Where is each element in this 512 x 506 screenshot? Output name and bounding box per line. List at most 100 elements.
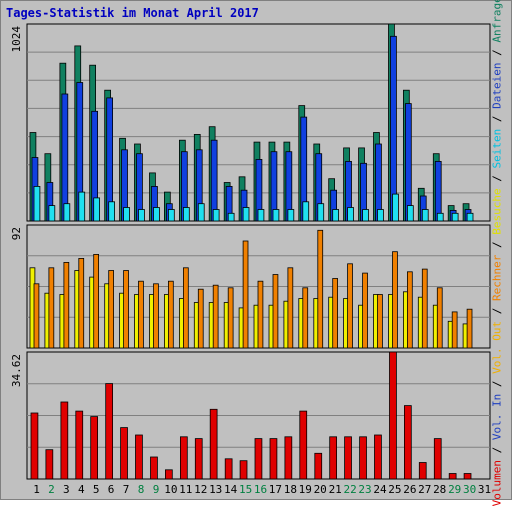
bar-seiten-day-21 bbox=[332, 209, 340, 222]
bar-volumen-day-20 bbox=[314, 452, 323, 480]
bar-volumen-day-2 bbox=[45, 449, 54, 480]
bar-volumen-day-3 bbox=[60, 401, 69, 480]
x-tick-label: 17 bbox=[269, 483, 282, 496]
bar-volumen-day-6 bbox=[105, 383, 113, 480]
x-tick-label: 27 bbox=[418, 483, 431, 496]
bar-dateien-day-28 bbox=[434, 160, 442, 222]
bar-seiten-day-23 bbox=[362, 209, 369, 222]
bar-rechner-day-10 bbox=[167, 280, 174, 349]
bar-rechner-day-12 bbox=[197, 288, 204, 349]
x-tick-label: 31 bbox=[478, 483, 491, 496]
bar-rechner-day-19 bbox=[302, 287, 309, 349]
bar-seiten-day-25 bbox=[392, 193, 399, 222]
legend-item-volumen: Volumen bbox=[490, 459, 504, 506]
bar-dateien-day-25 bbox=[390, 35, 397, 222]
bar-seiten-day-1 bbox=[33, 185, 41, 222]
x-tick-label: 28 bbox=[433, 483, 446, 496]
bar-seiten-day-30 bbox=[466, 212, 474, 222]
bar-seiten-day-3 bbox=[63, 203, 71, 222]
bar-volumen-day-30 bbox=[463, 473, 472, 480]
bar-volumen-day-5 bbox=[90, 416, 98, 480]
bar-volumen-day-19 bbox=[299, 410, 308, 480]
bar-seiten-day-8 bbox=[138, 209, 145, 222]
bar-seiten-day-13 bbox=[212, 209, 220, 222]
bar-volumen-day-1 bbox=[30, 412, 39, 480]
bar-rechner-day-26 bbox=[406, 271, 413, 349]
legend-separator: / bbox=[490, 234, 504, 255]
bar-rechner-day-22 bbox=[347, 263, 353, 349]
bar-seiten-day-20 bbox=[317, 203, 325, 222]
chart-title: Tages-Statistik im Monat April 2017 bbox=[6, 6, 259, 20]
bar-volumen-day-11 bbox=[179, 436, 188, 480]
legend-separator: / bbox=[490, 42, 504, 63]
bar-rechner-day-18 bbox=[287, 267, 294, 349]
legend-item-besuche: Besuche bbox=[490, 188, 504, 235]
legend-separator: / bbox=[490, 440, 504, 460]
bar-seiten-day-24 bbox=[377, 209, 384, 222]
x-tick-label: 15 bbox=[239, 483, 252, 496]
bar-volumen-day-29 bbox=[448, 473, 457, 480]
x-tick-label: 4 bbox=[78, 483, 85, 496]
legend-separator: / bbox=[490, 168, 504, 189]
bar-rechner-day-7 bbox=[123, 270, 129, 349]
bar-volumen-day-24 bbox=[374, 434, 382, 480]
bar-volumen-day-22 bbox=[344, 436, 352, 480]
bar-volumen-day-26 bbox=[403, 405, 412, 480]
bar-seiten-day-12 bbox=[197, 203, 205, 222]
bar-seiten-day-29 bbox=[451, 212, 459, 222]
legend-item-seiten: Seiten bbox=[490, 128, 504, 169]
bar-rechner-day-9 bbox=[153, 283, 159, 349]
legend-separator: / bbox=[490, 373, 504, 394]
bar-seiten-day-9 bbox=[153, 207, 160, 222]
x-tick-label: 20 bbox=[314, 483, 327, 496]
x-tick-label: 2 bbox=[48, 483, 55, 496]
bar-rechner-day-25 bbox=[392, 251, 398, 349]
bar-rechner-day-27 bbox=[421, 268, 428, 349]
legend-item-vol_out: Vol. Out bbox=[490, 320, 504, 374]
x-tick-label: 26 bbox=[403, 483, 416, 496]
bar-volumen-day-12 bbox=[194, 438, 203, 480]
bar-volumen-day-27 bbox=[418, 462, 427, 480]
bar-seiten-day-4 bbox=[78, 191, 86, 222]
x-tick-label: 8 bbox=[138, 483, 145, 496]
bar-seiten-day-5 bbox=[93, 197, 100, 222]
bar-rechner-day-1 bbox=[33, 283, 40, 349]
bar-seiten-day-15 bbox=[242, 207, 250, 222]
bar-volumen-day-13 bbox=[209, 408, 218, 480]
x-tick-label: 16 bbox=[254, 483, 267, 496]
x-tick-label: 29 bbox=[448, 483, 461, 496]
y-max-label-visits: 92 bbox=[10, 227, 23, 240]
legend-separator: / bbox=[490, 300, 504, 321]
bar-volumen-day-23 bbox=[359, 436, 367, 480]
bar-volumen-day-21 bbox=[329, 436, 338, 480]
bar-rechner-day-20 bbox=[317, 229, 324, 349]
bar-rechner-day-8 bbox=[138, 280, 144, 349]
legend-item-anfragen: Anfragen bbox=[490, 0, 504, 43]
x-tick-label: 25 bbox=[388, 483, 401, 496]
bar-seiten-day-7 bbox=[123, 207, 130, 222]
legend-text: Volumen / Vol. In / Vol. Out / Rechner /… bbox=[491, 0, 504, 506]
x-tick-label: 19 bbox=[299, 483, 312, 496]
bar-rechner-day-21 bbox=[332, 278, 339, 349]
x-tick-label: 1 bbox=[33, 483, 40, 496]
bar-seiten-day-28 bbox=[436, 212, 444, 222]
bar-rechner-day-30 bbox=[466, 308, 473, 349]
bar-rechner-day-14 bbox=[227, 287, 234, 349]
bar-volumen-day-14 bbox=[224, 458, 233, 480]
bar-rechner-day-4 bbox=[78, 257, 85, 349]
bar-dateien-day-13 bbox=[210, 139, 218, 222]
bar-volumen-day-9 bbox=[150, 456, 158, 480]
x-tick-label: 23 bbox=[358, 483, 371, 496]
bar-seiten-day-27 bbox=[421, 209, 429, 222]
bar-volumen-day-7 bbox=[120, 427, 128, 480]
bar-rechner-day-11 bbox=[182, 267, 189, 349]
bar-seiten-day-19 bbox=[302, 201, 310, 222]
bar-seiten-day-26 bbox=[406, 205, 414, 222]
bar-volumen-day-18 bbox=[284, 436, 293, 480]
x-tick-label: 3 bbox=[63, 483, 70, 496]
bar-rechner-day-2 bbox=[48, 267, 55, 349]
bar-dateien-day-26 bbox=[404, 103, 412, 222]
bar-rechner-day-17 bbox=[272, 274, 279, 349]
bar-volumen-day-10 bbox=[164, 469, 173, 480]
